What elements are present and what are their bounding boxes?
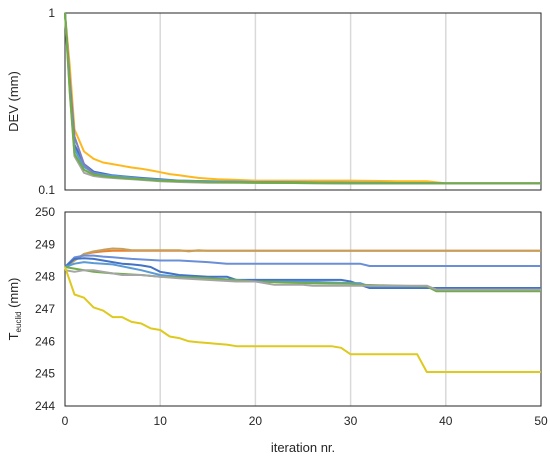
dev-series-line xyxy=(64,12,541,185)
dev-series-line xyxy=(64,12,541,185)
dev-series-line xyxy=(64,12,541,185)
teuclid-label-main: T xyxy=(6,332,21,340)
x-tick-label: 10 xyxy=(154,414,168,428)
x-tick-label: 40 xyxy=(439,414,453,428)
dev-series-group xyxy=(64,12,541,185)
teuclid-series-line xyxy=(64,247,541,268)
teuclid-y-tick-label: 248 xyxy=(35,270,55,284)
x-tick-label: 0 xyxy=(62,414,69,428)
dev-plot-frame xyxy=(64,12,542,191)
x-tick-label: 50 xyxy=(534,414,548,428)
teuclid-gridlines xyxy=(159,212,447,406)
dev-series-line xyxy=(64,12,541,185)
teuclid-panel: 244 245 246 247 248 249 250 0 10 20 30 40 50 Teucli… xyxy=(6,205,548,455)
dev-y-tick-label: 1 xyxy=(48,6,55,20)
teuclid-series-line xyxy=(64,269,541,291)
dev-series-line xyxy=(64,12,541,185)
teuclid-y-tick-label: 245 xyxy=(35,367,55,381)
teuclid-y-tick-label: 246 xyxy=(35,334,55,348)
teuclid-y-axis-label: Teuclid (mm) xyxy=(6,278,23,341)
teuclid-y-tick-label: 244 xyxy=(35,399,55,413)
x-tick-label: 30 xyxy=(344,414,358,428)
teuclid-series-line xyxy=(64,266,541,373)
teuclid-y-ticks: 244 245 246 247 248 249 250 xyxy=(35,205,55,413)
teuclid-y-tick-label: 249 xyxy=(35,237,55,251)
dev-series-line xyxy=(64,12,541,185)
teuclid-series-group xyxy=(64,247,541,373)
teuclid-series-line xyxy=(64,254,541,268)
dev-y-tick-label: 0.1 xyxy=(38,183,55,197)
dev-gridlines xyxy=(159,13,447,190)
x-axis-label: iteration nr. xyxy=(271,440,335,455)
teuclid-label-subscript: euclid xyxy=(14,312,23,333)
teuclid-y-tick-label: 250 xyxy=(35,205,55,219)
dev-y-axis-label: DEV (mm) xyxy=(6,71,21,132)
teuclid-label-unit: (mm) xyxy=(6,278,21,312)
teuclid-y-tick-label: 247 xyxy=(35,302,55,316)
x-ticks: 0 10 20 30 40 50 xyxy=(62,414,548,428)
dev-panel: 1 0.1 DEV (mm) xyxy=(6,6,542,197)
x-tick-label: 20 xyxy=(249,414,263,428)
teuclid-plot-frame xyxy=(64,211,542,407)
